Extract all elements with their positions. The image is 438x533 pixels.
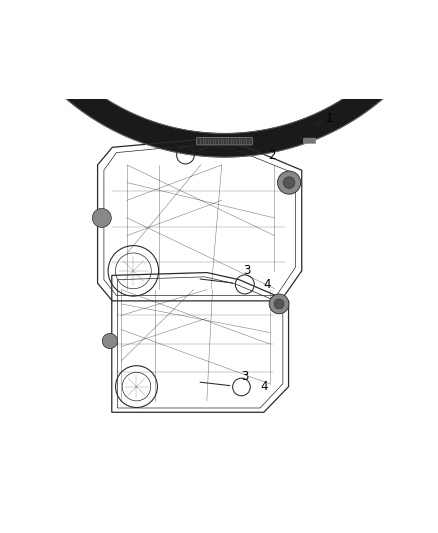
- Polygon shape: [11, 20, 438, 157]
- Text: 3: 3: [241, 370, 248, 383]
- Circle shape: [283, 177, 295, 188]
- Circle shape: [102, 333, 117, 349]
- FancyBboxPatch shape: [304, 138, 316, 143]
- Circle shape: [92, 208, 111, 228]
- Circle shape: [269, 294, 289, 314]
- Text: 1: 1: [325, 112, 333, 125]
- Text: 3: 3: [243, 264, 251, 277]
- Circle shape: [274, 299, 284, 309]
- Text: 4: 4: [264, 278, 271, 291]
- Text: 2: 2: [268, 149, 276, 161]
- Text: 4: 4: [260, 381, 268, 393]
- Circle shape: [278, 171, 300, 194]
- FancyBboxPatch shape: [197, 138, 252, 145]
